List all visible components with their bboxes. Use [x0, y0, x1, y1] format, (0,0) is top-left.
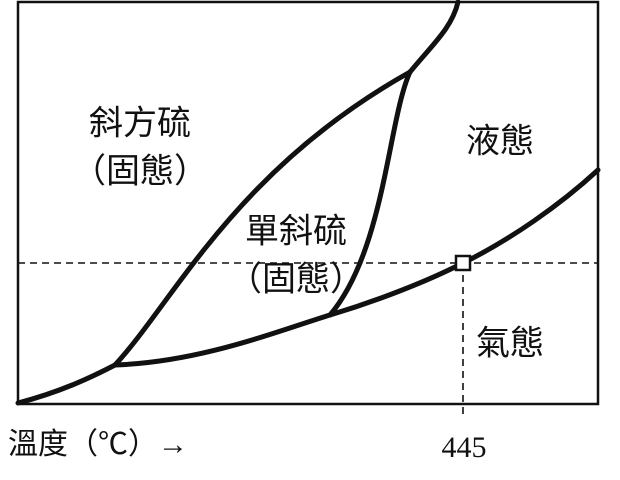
- region-label: 氣態: [476, 324, 544, 364]
- orthorhombic-vapor-boundary: [15, 362, 118, 406]
- region-label: 單斜硫: [245, 212, 347, 252]
- region-state: （固態）: [228, 260, 364, 300]
- monoclinic-vapor-boundary: [112, 312, 333, 368]
- orthorhombic-monoclinic-boundary: [112, 69, 413, 368]
- region-label: 液態: [466, 122, 534, 162]
- liquid-vapor-boundary: [327, 167, 601, 318]
- region-label: 斜方硫: [89, 104, 191, 144]
- x-marker-label: 445: [442, 431, 487, 464]
- monoclinic-liquid-boundary: [327, 69, 413, 318]
- region-state: （固態）: [72, 152, 208, 192]
- point-marker: [454, 254, 472, 272]
- x-axis-label: 溫度（℃）→: [8, 428, 188, 461]
- orthorhombic-liquid-boundary: [407, 0, 461, 75]
- frame: [16, 0, 600, 406]
